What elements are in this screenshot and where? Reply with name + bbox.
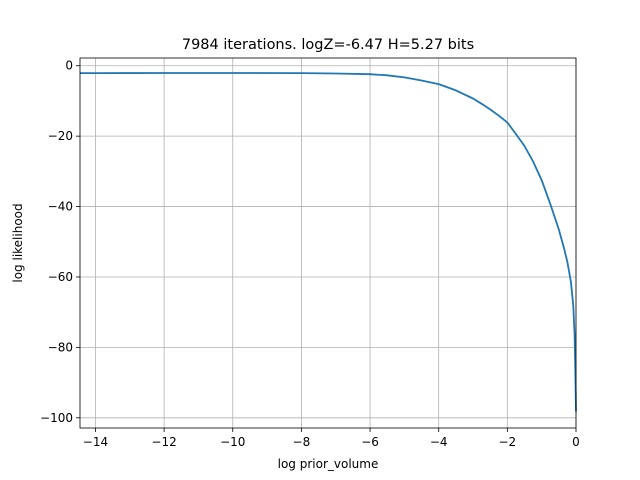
x-tick-label: −8: [293, 435, 311, 449]
y-tick-label: 0: [65, 59, 73, 73]
y-tick-label: −60: [48, 270, 73, 284]
series-line: [80, 72, 577, 412]
series-layer: [80, 72, 577, 412]
x-tick-label: −4: [430, 435, 448, 449]
y-tick-label: −20: [48, 129, 73, 143]
x-tick-label: −6: [361, 435, 379, 449]
ticks: −14 −12 −10 −8 −6 −4 −2 00−20−40−60−80−100: [40, 59, 580, 449]
grid: [80, 58, 577, 428]
x-tick-label: −10: [220, 435, 245, 449]
x-tick-label: −2: [498, 435, 516, 449]
y-tick-label: −80: [48, 340, 73, 354]
x-tick-label: 0: [572, 435, 580, 449]
y-axis-label: log likelihood: [11, 203, 25, 282]
y-tick-label: −40: [48, 200, 73, 214]
x-tick-label: −14: [83, 435, 108, 449]
x-axis-label: log prior_volume: [278, 457, 379, 471]
chart-title: 7984 iterations. logZ=-6.47 H=5.27 bits: [182, 37, 474, 53]
y-tick-label: −100: [40, 411, 73, 425]
plot-frame: [79, 57, 577, 429]
x-tick-label: −12: [151, 435, 176, 449]
